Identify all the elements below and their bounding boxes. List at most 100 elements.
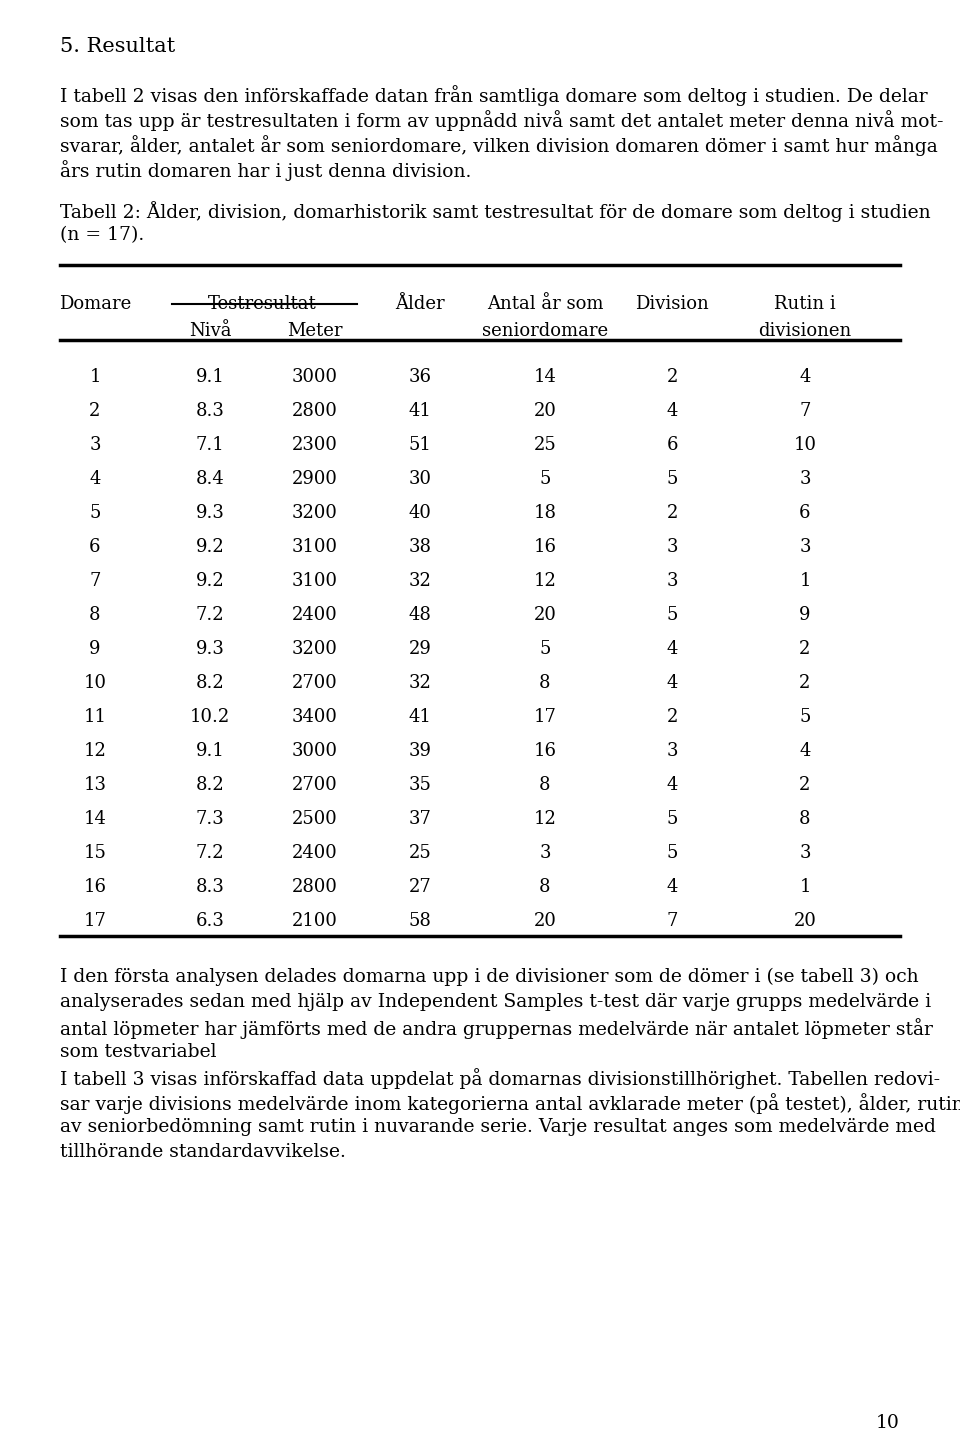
Text: 7: 7 xyxy=(89,572,101,590)
Text: 16: 16 xyxy=(84,878,107,896)
Text: 3100: 3100 xyxy=(292,539,338,556)
Text: 38: 38 xyxy=(409,539,431,556)
Text: 16: 16 xyxy=(534,742,557,759)
Text: 10: 10 xyxy=(84,674,107,693)
Text: 3: 3 xyxy=(800,539,811,556)
Text: 7.1: 7.1 xyxy=(196,436,225,454)
Text: 3: 3 xyxy=(666,742,678,759)
Text: som testvariabel: som testvariabel xyxy=(60,1043,217,1061)
Text: 3000: 3000 xyxy=(292,742,338,759)
Text: I den första analysen delades domarna upp i de divisioner som de dömer i (se tab: I den första analysen delades domarna up… xyxy=(60,968,919,986)
Text: 2: 2 xyxy=(666,504,678,523)
Text: 7.3: 7.3 xyxy=(196,810,225,828)
Text: som tas upp är testresultaten i form av uppnådd nivå samt det antalet meter denn: som tas upp är testresultaten i form av … xyxy=(60,110,944,131)
Text: analyserades sedan med hjälp av Independent Samples t-test där varje grupps mede: analyserades sedan med hjälp av Independ… xyxy=(60,993,931,1011)
Text: 8: 8 xyxy=(540,674,551,693)
Text: 20: 20 xyxy=(534,912,557,929)
Text: 29: 29 xyxy=(409,640,431,658)
Text: 17: 17 xyxy=(84,912,107,929)
Text: sar varje divisions medelvärde inom kategorierna antal avklarade meter (på teste: sar varje divisions medelvärde inom kate… xyxy=(60,1093,960,1114)
Text: 8.2: 8.2 xyxy=(196,775,225,794)
Text: 9.1: 9.1 xyxy=(196,742,225,759)
Text: 39: 39 xyxy=(409,742,431,759)
Text: Antal år som: Antal år som xyxy=(487,295,603,314)
Text: 5. Resultat: 5. Resultat xyxy=(60,36,176,57)
Text: 5: 5 xyxy=(666,470,678,488)
Text: 13: 13 xyxy=(84,775,107,794)
Text: 1: 1 xyxy=(800,572,811,590)
Text: 32: 32 xyxy=(409,572,431,590)
Text: 8: 8 xyxy=(540,878,551,896)
Text: 12: 12 xyxy=(84,742,107,759)
Text: 6: 6 xyxy=(89,539,101,556)
Text: 9.1: 9.1 xyxy=(196,367,225,386)
Text: 2: 2 xyxy=(800,640,810,658)
Text: Testresultat: Testresultat xyxy=(208,295,317,314)
Text: Ålder: Ålder xyxy=(396,295,444,314)
Text: 5: 5 xyxy=(666,810,678,828)
Text: 3100: 3100 xyxy=(292,572,338,590)
Text: 30: 30 xyxy=(409,470,431,488)
Text: 14: 14 xyxy=(534,367,557,386)
Text: Domare: Domare xyxy=(59,295,132,314)
Text: 4: 4 xyxy=(800,742,810,759)
Text: 2: 2 xyxy=(800,775,810,794)
Text: års rutin domaren har i just denna division.: års rutin domaren har i just denna divis… xyxy=(60,160,471,182)
Text: 4: 4 xyxy=(666,775,678,794)
Text: 3: 3 xyxy=(800,844,811,862)
Text: 1: 1 xyxy=(800,878,811,896)
Text: 5: 5 xyxy=(666,605,678,624)
Text: 9.3: 9.3 xyxy=(196,640,225,658)
Text: 2: 2 xyxy=(666,709,678,726)
Text: 9.3: 9.3 xyxy=(196,504,225,523)
Text: 48: 48 xyxy=(409,605,431,624)
Text: Meter: Meter xyxy=(287,322,343,340)
Text: 2500: 2500 xyxy=(292,810,338,828)
Text: antal löpmeter har jämförts med de andra gruppernas medelvärde när antalet löpme: antal löpmeter har jämförts med de andra… xyxy=(60,1018,933,1040)
Text: 11: 11 xyxy=(84,709,107,726)
Text: 9: 9 xyxy=(89,640,101,658)
Text: 4: 4 xyxy=(89,470,101,488)
Text: 51: 51 xyxy=(409,436,431,454)
Text: 7.2: 7.2 xyxy=(196,844,225,862)
Text: 4: 4 xyxy=(800,367,810,386)
Text: Nivå: Nivå xyxy=(189,322,231,340)
Text: 20: 20 xyxy=(794,912,816,929)
Text: 9.2: 9.2 xyxy=(196,539,225,556)
Text: Rutin i: Rutin i xyxy=(774,295,836,314)
Text: 20: 20 xyxy=(534,605,557,624)
Text: 5: 5 xyxy=(800,709,810,726)
Text: 5: 5 xyxy=(89,504,101,523)
Text: 32: 32 xyxy=(409,674,431,693)
Text: 2800: 2800 xyxy=(292,878,338,896)
Text: 2800: 2800 xyxy=(292,402,338,420)
Text: 58: 58 xyxy=(409,912,431,929)
Text: 1: 1 xyxy=(89,367,101,386)
Text: 25: 25 xyxy=(534,436,557,454)
Text: 8: 8 xyxy=(89,605,101,624)
Text: 2700: 2700 xyxy=(292,775,338,794)
Text: 27: 27 xyxy=(409,878,431,896)
Text: 2: 2 xyxy=(89,402,101,420)
Text: av seniorbedömning samt rutin i nuvarande serie. Varje resultat anges som medelv: av seniorbedömning samt rutin i nuvarand… xyxy=(60,1118,936,1135)
Text: divisionen: divisionen xyxy=(758,322,852,340)
Text: Tabell 2: Ålder, division, domarhistorik samt testresultat för de domare som del: Tabell 2: Ålder, division, domarhistorik… xyxy=(60,200,930,222)
Text: 5: 5 xyxy=(540,470,551,488)
Text: 10: 10 xyxy=(794,436,817,454)
Text: 8: 8 xyxy=(540,775,551,794)
Text: Division: Division xyxy=(636,295,708,314)
Text: 9: 9 xyxy=(800,605,811,624)
Text: 14: 14 xyxy=(84,810,107,828)
Text: 41: 41 xyxy=(409,402,431,420)
Text: 6: 6 xyxy=(800,504,811,523)
Text: 3: 3 xyxy=(800,470,811,488)
Text: 41: 41 xyxy=(409,709,431,726)
Text: 3: 3 xyxy=(89,436,101,454)
Text: 6.3: 6.3 xyxy=(196,912,225,929)
Text: 2300: 2300 xyxy=(292,436,338,454)
Text: 8: 8 xyxy=(800,810,811,828)
Text: 10.2: 10.2 xyxy=(190,709,230,726)
Text: tillhörande standardavvikelse.: tillhörande standardavvikelse. xyxy=(60,1143,346,1162)
Text: 3: 3 xyxy=(540,844,551,862)
Text: 2: 2 xyxy=(800,674,810,693)
